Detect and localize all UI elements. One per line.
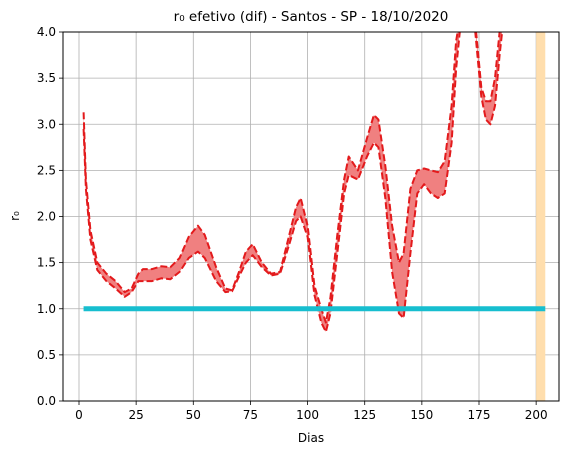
x-tick-label: 0 <box>75 408 83 422</box>
y-tick-label: 3.0 <box>37 117 56 131</box>
y-tick-label: 2.5 <box>37 163 56 177</box>
y-tick-label: 0.0 <box>37 394 56 408</box>
y-tick-label: 0.5 <box>37 348 56 362</box>
x-tick-label: 25 <box>129 408 144 422</box>
x-tick-label: 100 <box>296 408 319 422</box>
y-tick-label: 3.5 <box>37 71 56 85</box>
x-tick-label: 125 <box>353 408 376 422</box>
y-tick-label: 1.5 <box>37 256 56 270</box>
y-tick-label: 2.0 <box>37 210 56 224</box>
series-upper-line <box>82 32 501 324</box>
grid <box>63 31 559 402</box>
chart-title: r₀ efetivo (dif) - Santos - SP - 18/10/2… <box>174 9 449 25</box>
y-tick-label: 1.0 <box>37 302 56 316</box>
y-tick-label: 4.0 <box>37 25 56 39</box>
x-axis-label: Dias <box>298 431 324 445</box>
x-tick-label: 50 <box>186 408 201 422</box>
x-tick-label: 175 <box>468 408 491 422</box>
x-tick-label: 200 <box>525 408 548 422</box>
x-tick-label: 150 <box>410 408 433 422</box>
ticks: 0 25 50 75 100 125 150 175 200 0.0 0.5 1.0 1.5 2.0 2.5… <box>37 25 548 422</box>
y-axis-label: r₀ <box>8 211 22 221</box>
data-layer <box>82 32 546 401</box>
x-tick-label: 75 <box>243 408 258 422</box>
highlight-span <box>536 32 546 401</box>
